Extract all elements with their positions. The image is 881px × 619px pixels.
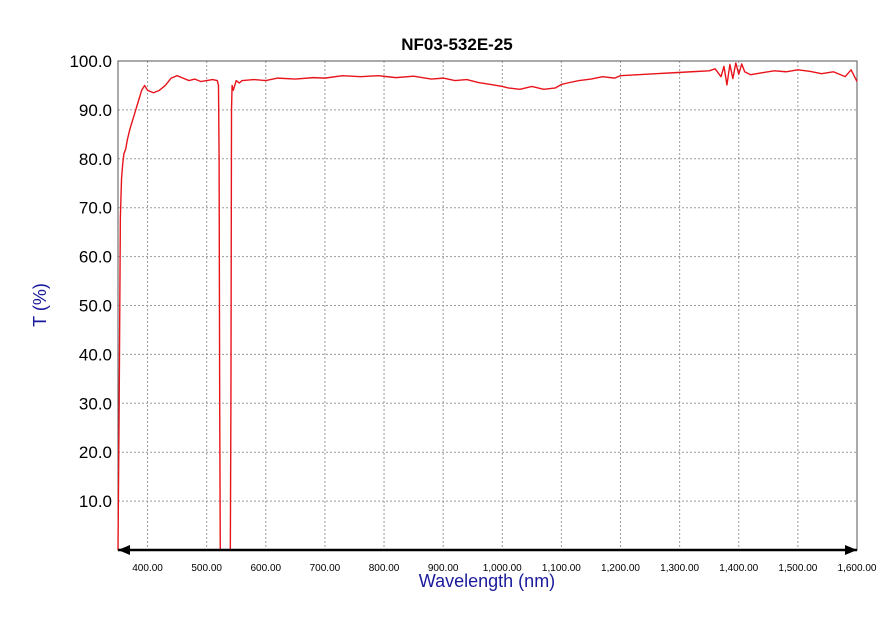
series-layer [117, 62, 858, 551]
x-tick-label: 700.00 [310, 563, 341, 574]
x-tick-label: 1,300.00 [660, 563, 699, 574]
y-tick-labels: 10.0 20.0 30.0 40.0 50.0 60.0 70.0 80.0 90.0 100.… [69, 52, 112, 511]
x-tick-label: 1,200.00 [601, 563, 640, 574]
x-tick-label: 600.00 [251, 563, 282, 574]
x-axis-arrow-right [845, 545, 857, 555]
y-tick-label: 90.0 [79, 101, 112, 120]
x-axis-arrows [118, 545, 857, 555]
x-tick-labels: 400.00 500.00 600.00 700.00 800.00 900.00 1,00… [132, 563, 877, 574]
x-tick-label: 400.00 [132, 563, 163, 574]
x-tick-label: 800.00 [369, 563, 400, 574]
series-line [117, 62, 858, 551]
y-tick-label: 20.0 [79, 443, 112, 462]
y-tick-label: 100.0 [69, 52, 112, 71]
grid [118, 61, 857, 550]
x-tick-label: 500.00 [191, 563, 222, 574]
y-axis-label: T (%) [30, 283, 50, 327]
y-tick-label: 70.0 [79, 199, 112, 218]
x-axis-arrow-left [118, 545, 130, 555]
x-tick-label: 1,000.00 [483, 563, 522, 574]
y-tick-label: 30.0 [79, 394, 112, 413]
x-tick-label: 1,100.00 [542, 563, 581, 574]
x-tick-label: 1,400.00 [719, 563, 758, 574]
y-tick-label: 80.0 [79, 150, 112, 169]
y-tick-label: 60.0 [79, 248, 112, 267]
y-tick-label: 10.0 [79, 492, 112, 511]
x-axis-label: Wavelength (nm) [419, 571, 555, 591]
y-tick-label: 50.0 [79, 297, 112, 316]
x-tick-label: 900.00 [428, 563, 459, 574]
y-tick-label: 40.0 [79, 345, 112, 364]
x-tick-label: 1,600.00 [838, 563, 877, 574]
chart-title: NF03-532E-25 [401, 35, 513, 54]
x-tick-label: 1,500.00 [778, 563, 817, 574]
